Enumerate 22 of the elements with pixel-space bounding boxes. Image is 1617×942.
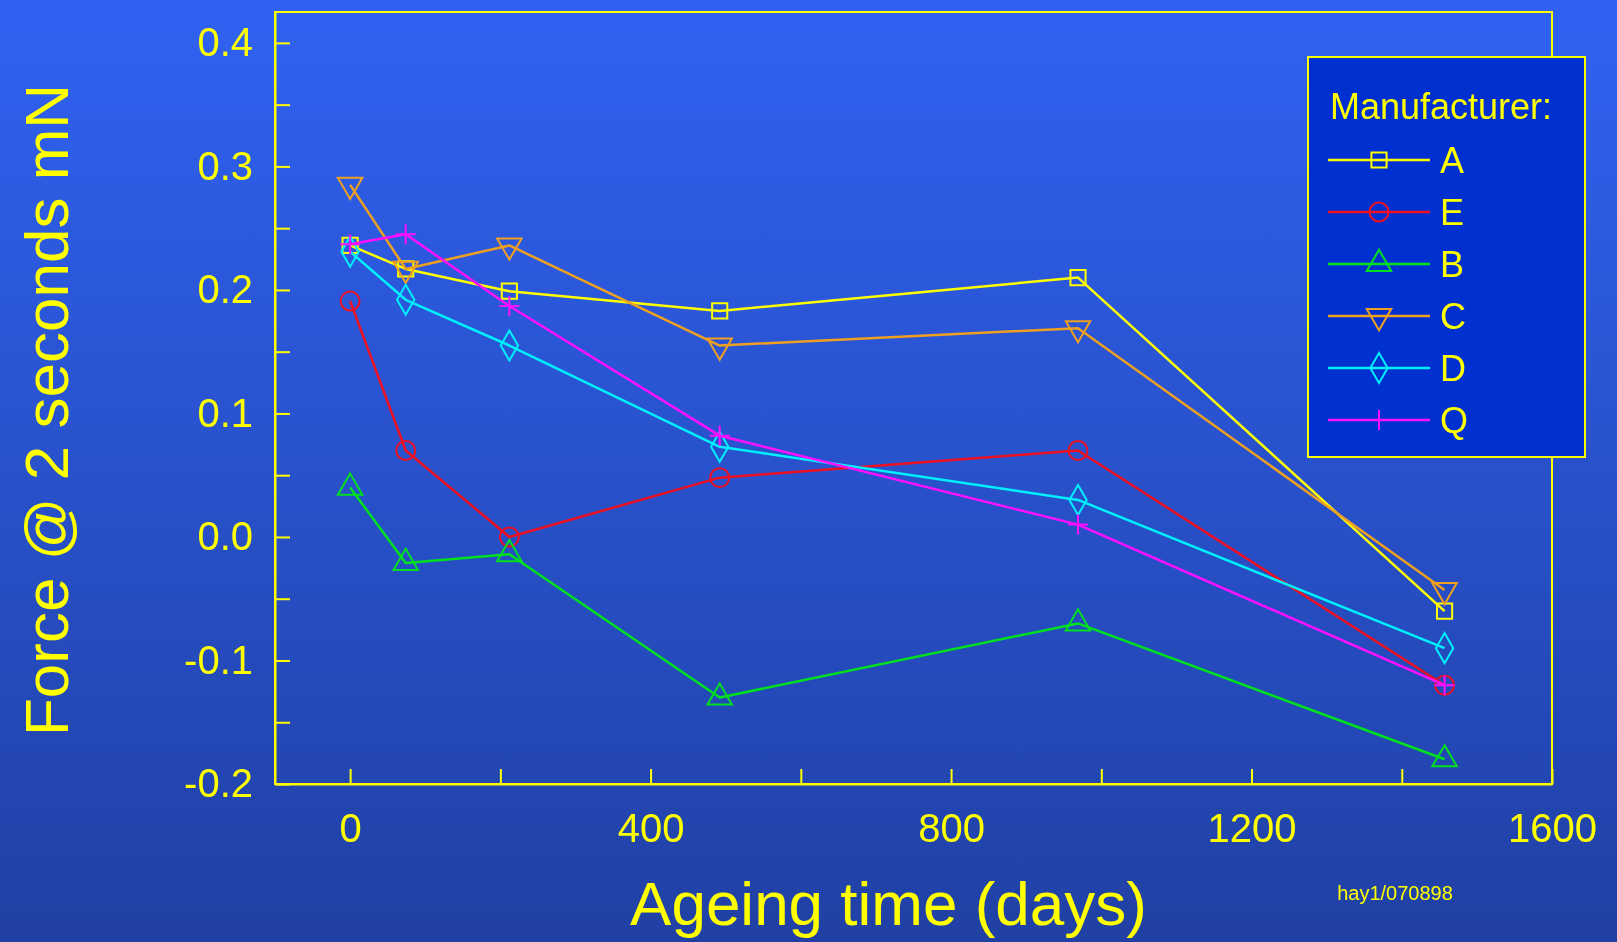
y-tick-label: 0.3 (197, 143, 253, 188)
y-tick-label: -0.1 (184, 637, 253, 682)
x-tick-label: 1200 (1207, 806, 1297, 851)
legend-label: D (1440, 348, 1466, 389)
x-tick-label: 800 (918, 806, 985, 851)
legend-label: Q (1440, 400, 1469, 441)
legend-label: E (1440, 192, 1465, 233)
y-tick-label: 0.4 (197, 20, 253, 65)
legend-label: A (1440, 140, 1465, 181)
y-tick-label: -0.2 (184, 761, 253, 806)
y-axis-title: Force @ 2 seconds mN (12, 83, 81, 737)
y-tick-label: 0.1 (197, 390, 253, 435)
x-axis-title: Ageing time (days) (630, 869, 1147, 938)
x-tick-label: 0 (339, 806, 362, 851)
text: hay1/070898 (1337, 882, 1453, 904)
y-tick-label: 0.0 (197, 514, 253, 559)
legend-title: Manufacturer: (1330, 86, 1553, 127)
legend-label: B (1440, 244, 1465, 285)
x-tick-label: 400 (617, 806, 685, 851)
legend-label: C (1440, 296, 1466, 337)
y-tick-label: 0.2 (197, 267, 253, 312)
x-tick-label: 1600 (1508, 806, 1597, 851)
